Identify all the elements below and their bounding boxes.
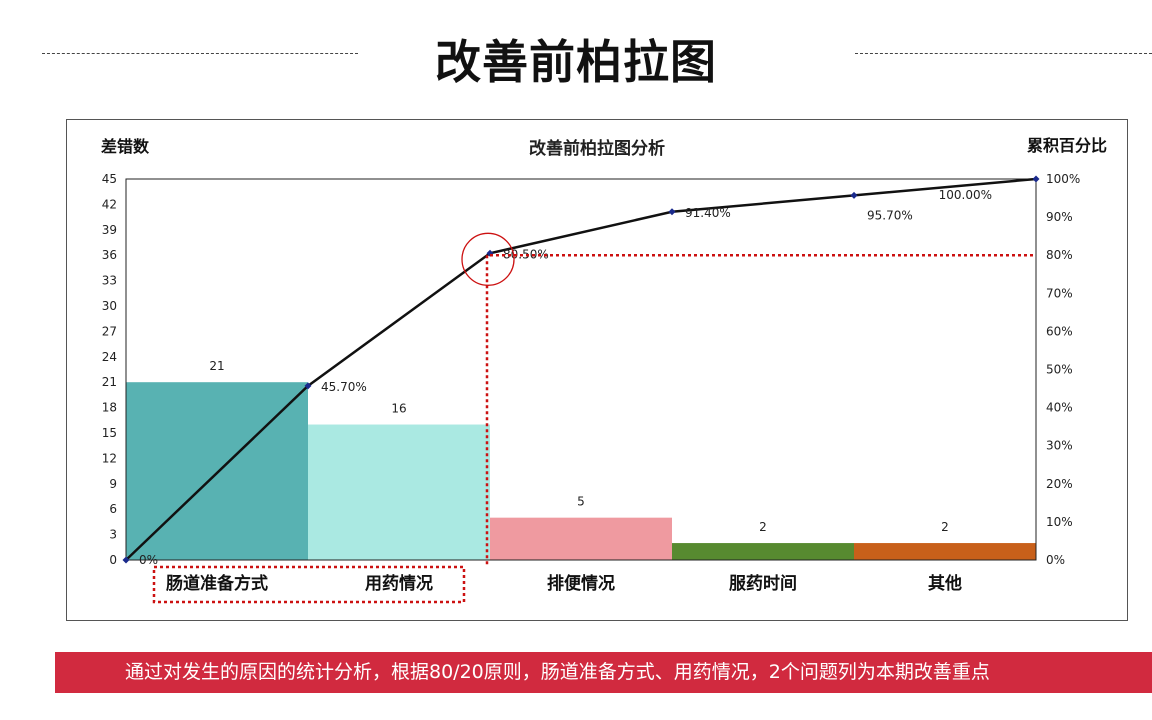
plot-frame [125, 178, 1037, 561]
page-title: 改善前柏拉图 [435, 35, 717, 89]
bar-value-label: 2 [941, 520, 949, 534]
bar [672, 543, 854, 560]
title-divider-left [42, 53, 358, 54]
right-tick-label: 0% [1046, 553, 1065, 567]
cumulative-point-label: 95.70% [867, 208, 913, 222]
left-tick-label: 9 [109, 477, 117, 491]
bar [308, 424, 490, 560]
axis-ticks-layer: 03691215182124273033363942450%10%20%30%4… [102, 172, 1081, 567]
cumulative-point-marker [1032, 175, 1040, 183]
bar-value-label: 2 [759, 520, 767, 534]
right-tick-label: 30% [1046, 439, 1073, 453]
cumulative-point-label: 91.40% [685, 206, 731, 220]
left-tick-label: 33 [102, 274, 117, 288]
plot-area [125, 178, 1037, 561]
left-tick-label: 0 [109, 553, 117, 567]
left-tick-label: 45 [102, 172, 117, 186]
category-label: 其他 [928, 573, 962, 594]
right-tick-label: 80% [1046, 248, 1073, 262]
cumulative-point-marker [850, 191, 858, 199]
left-tick-label: 12 [102, 451, 117, 465]
left-tick-label: 3 [109, 528, 117, 542]
bars-layer: 21 16 5 2 2 [126, 359, 1036, 560]
bar-value-label: 21 [209, 359, 224, 373]
bar [490, 517, 672, 560]
highlight-circle [461, 232, 515, 286]
left-tick-label: 36 [102, 248, 117, 262]
right-tick-label: 70% [1046, 286, 1073, 300]
cumulative-line-layer: 0%45.70%80.50%91.40% 95.70%100.00% [122, 175, 1040, 567]
left-tick-label: 42 [102, 197, 117, 211]
chart-title: 改善前柏拉图分析 [529, 138, 665, 159]
category-label: 肠道准备方式 [166, 573, 268, 594]
bar-value-label: 5 [577, 495, 585, 509]
category-label: 排便情况 [547, 573, 615, 594]
bar-value-label: 16 [391, 402, 406, 416]
threshold-layer [461, 232, 1036, 566]
highlight-box [152, 565, 466, 604]
left-tick-label: 21 [102, 375, 117, 389]
cumulative-point-label: 45.70% [321, 380, 367, 394]
conclusion-banner: 通过对发生的原因的统计分析，根据80/20原则，肠道准备方式、用药情况，2个问题… [55, 652, 1152, 693]
cumulative-point-marker [668, 208, 676, 216]
right-tick-label: 10% [1046, 515, 1073, 529]
right-tick-label: 90% [1046, 210, 1073, 224]
title-divider-right [855, 53, 1152, 54]
bar [854, 543, 1036, 560]
right-tick-label: 20% [1046, 477, 1073, 491]
left-tick-label: 30 [102, 299, 117, 313]
left-axis-label: 差错数 [101, 137, 150, 156]
right-tick-label: 50% [1046, 363, 1073, 377]
cumulative-point-label: 100.00% [939, 188, 992, 202]
right-tick-label: 100% [1046, 172, 1080, 186]
left-tick-label: 39 [102, 223, 117, 237]
pareto-chart: 改善前柏拉图分析 差错数 累积百分比 21 16 5 2 2 0 3 6 9 12 15 18 21 2… [66, 119, 1128, 621]
category-label: 用药情况 [365, 573, 433, 594]
left-tick-label: 18 [102, 401, 117, 415]
left-tick-label: 24 [102, 350, 117, 364]
category-label: 服药时间 [729, 573, 797, 594]
right-tick-label: 40% [1046, 401, 1073, 415]
left-tick-label: 27 [102, 324, 117, 338]
category-labels-layer: 肠道准备方式 用药情况 排便情况 服药时间 其他 [152, 565, 962, 604]
cumulative-point-marker [304, 382, 312, 390]
left-tick-label: 6 [109, 502, 117, 516]
cumulative-point-label: 0% [139, 553, 158, 567]
left-tick-label: 15 [102, 426, 117, 440]
right-tick-label: 60% [1046, 324, 1073, 338]
right-axis-label: 累积百分比 [1027, 136, 1107, 155]
cumulative-point-marker [122, 556, 130, 564]
cumulative-line [125, 177, 1037, 561]
